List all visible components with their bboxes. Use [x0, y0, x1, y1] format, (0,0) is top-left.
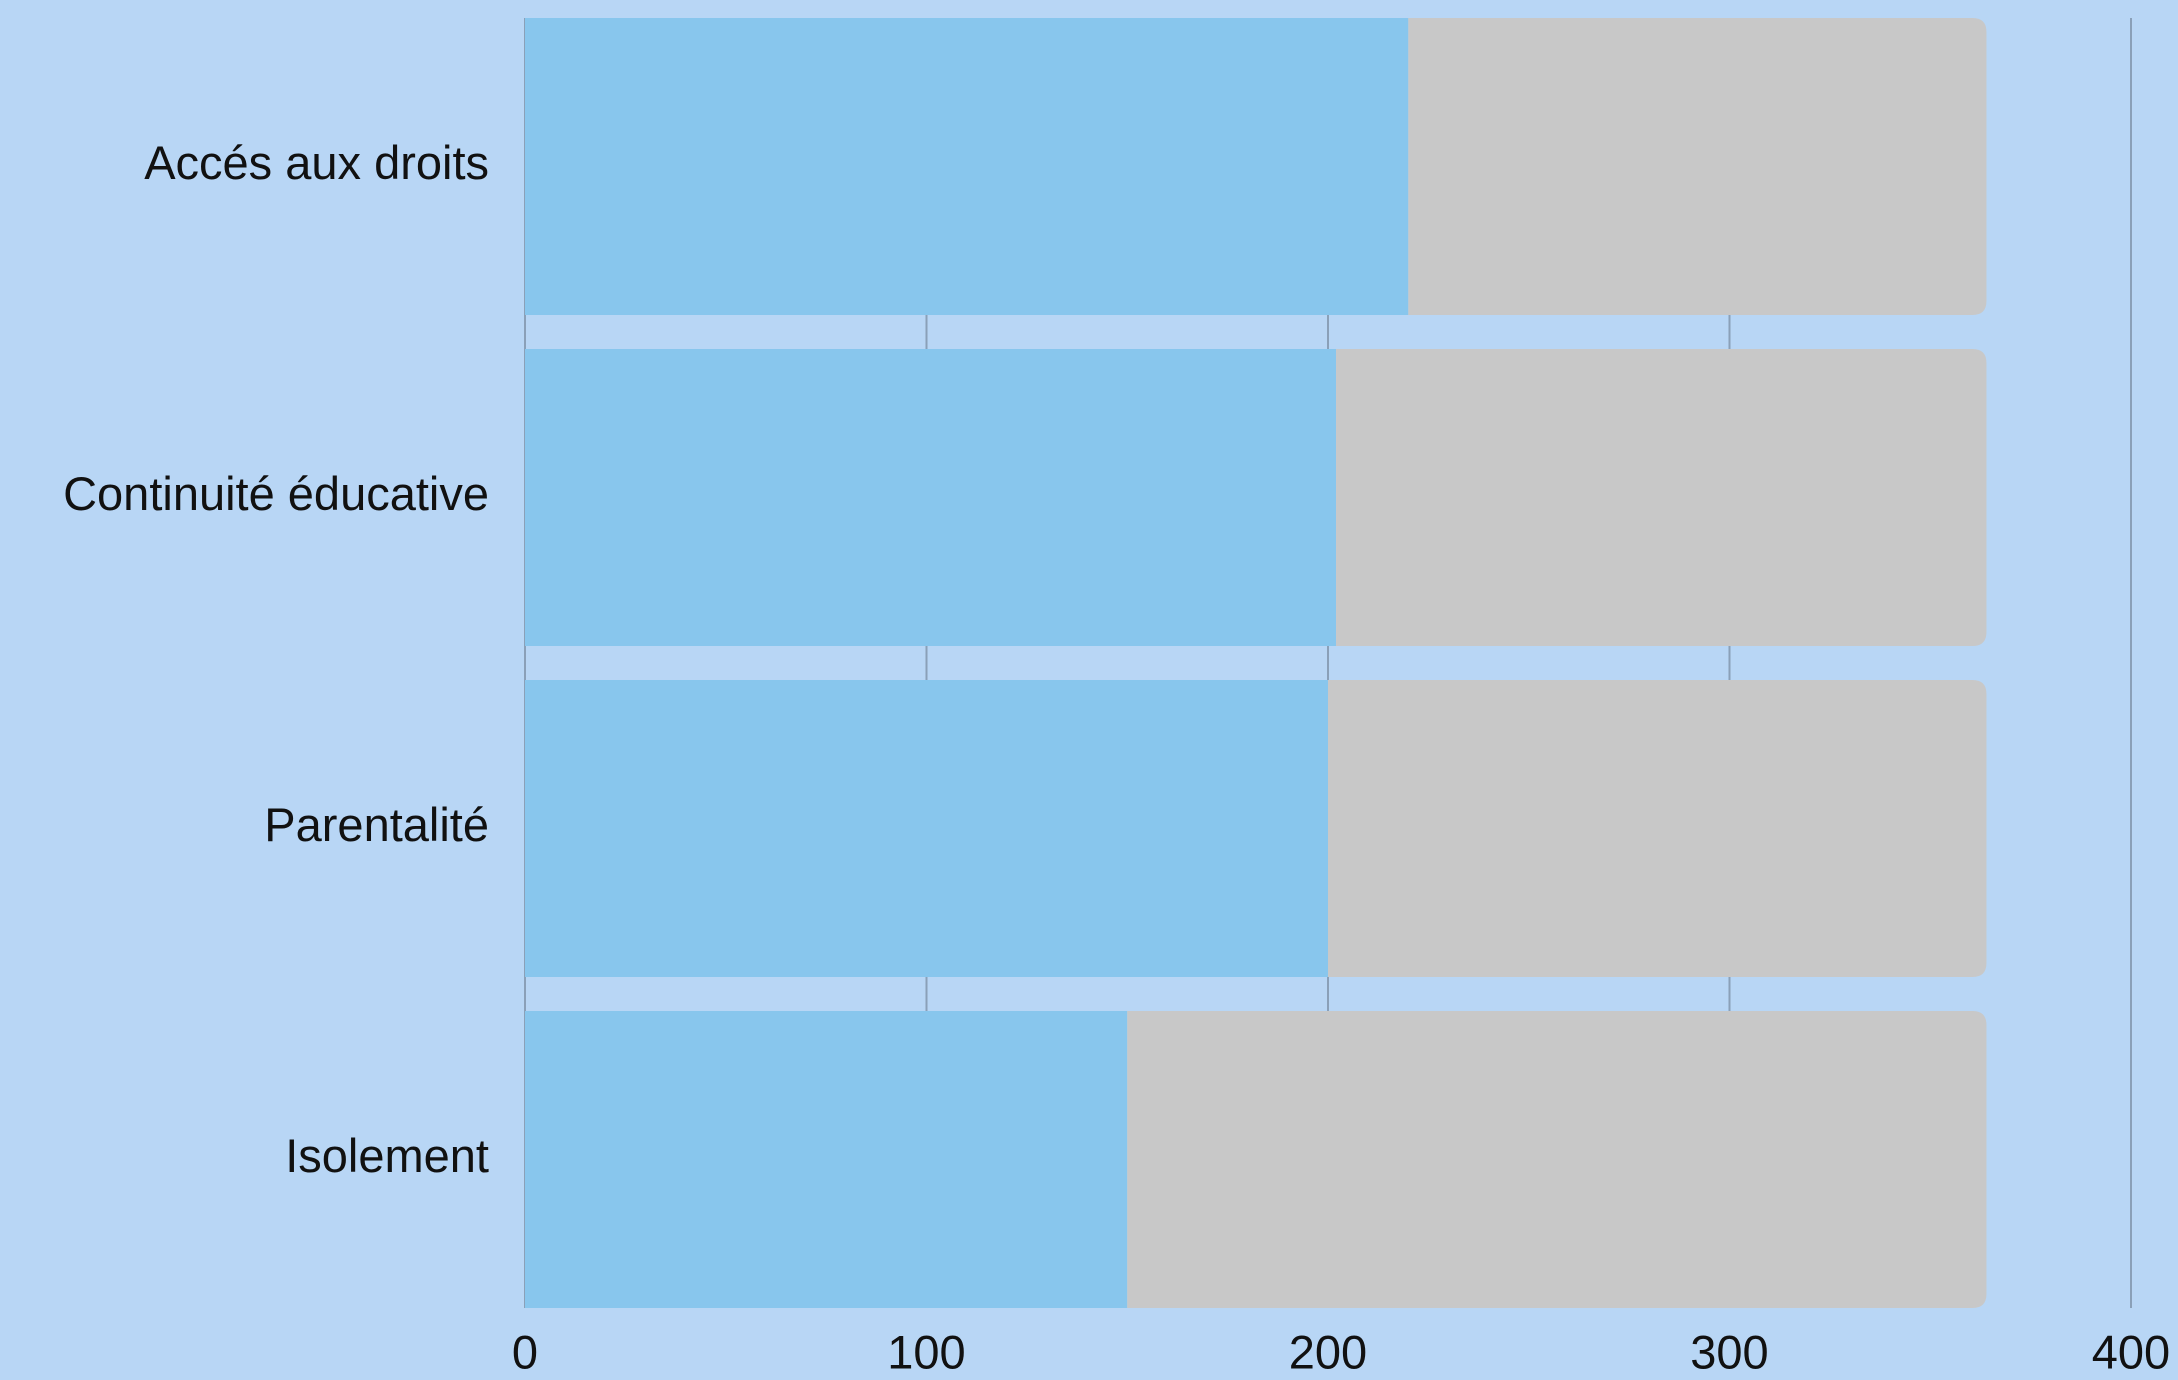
bar-segment [525, 18, 1409, 315]
bar-segment [1336, 349, 1987, 646]
bar-segment [1408, 18, 1987, 315]
x-tick-label: 100 [887, 1325, 965, 1378]
bar-segment [525, 349, 1337, 646]
y-tick-label: Accés aux droits [144, 136, 489, 189]
y-tick-label: Parentalité [264, 798, 489, 851]
bar-segment [525, 680, 1328, 977]
bar-segment [525, 1011, 1128, 1308]
y-tick-label: Isolement [285, 1129, 489, 1182]
x-tick-label: 300 [1690, 1325, 1768, 1378]
bar-segment [1127, 1011, 1987, 1308]
x-tick-label: 200 [1289, 1325, 1367, 1378]
y-tick-label: Continuité éducative [63, 467, 489, 520]
bar-segment [1328, 680, 1987, 977]
x-tick-label: 400 [2092, 1325, 2170, 1378]
x-tick-label: 0 [512, 1325, 538, 1378]
